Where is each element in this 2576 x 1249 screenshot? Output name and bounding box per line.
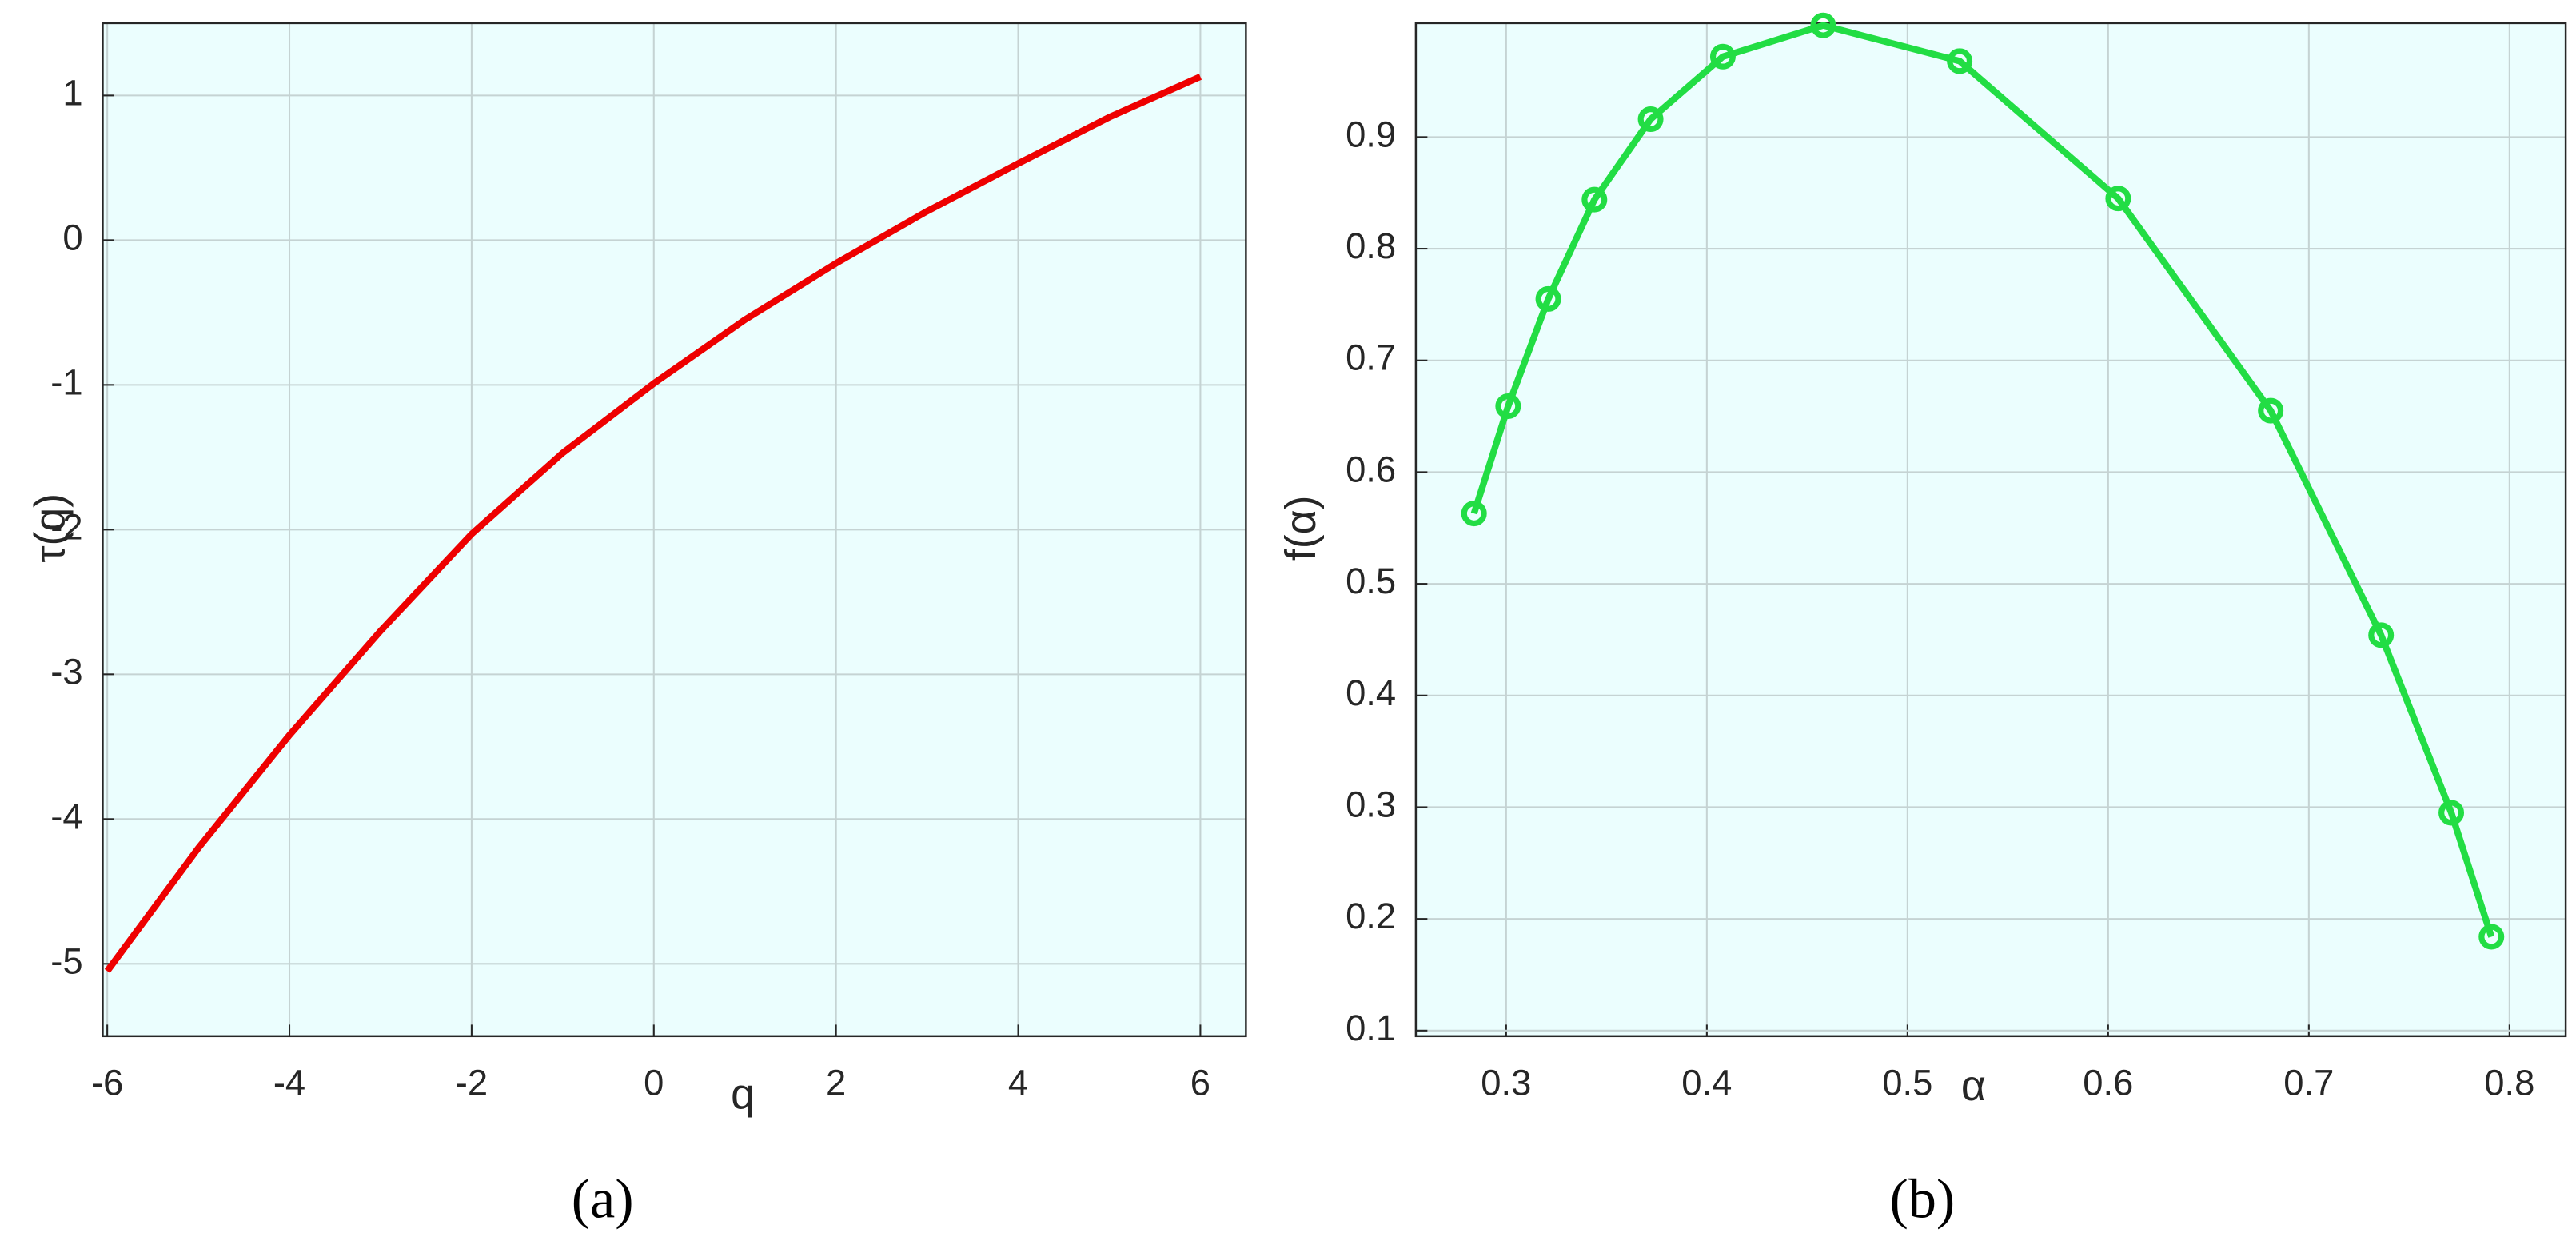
y-axis-label: τ(q) <box>26 493 74 563</box>
y-tick-label: 0.8 <box>1346 225 1396 266</box>
data-marker <box>1461 501 1487 527</box>
data-line <box>1470 22 2495 938</box>
x-tick-label: 2 <box>826 1063 846 1103</box>
plot-frame <box>1414 22 2567 1038</box>
x-tick-label: -2 <box>456 1063 488 1103</box>
y-tick-label: 0 <box>62 217 82 257</box>
y-tick-label: -1 <box>50 361 82 402</box>
y-tick-label: 0.1 <box>1346 1008 1396 1048</box>
y-tick-label: -5 <box>50 940 82 981</box>
caption: (a) <box>572 1167 634 1230</box>
x-tick-label: 4 <box>1008 1063 1028 1103</box>
y-tick-label: 0.9 <box>1346 114 1396 154</box>
y-tick-label: 0.5 <box>1346 561 1396 601</box>
x-axis-label: α <box>1961 1062 1986 1110</box>
data-marker <box>1637 106 1664 133</box>
x-tick-label: 6 <box>1190 1063 1210 1103</box>
data-marker <box>1810 12 1836 38</box>
x-tick-label: 0.6 <box>2083 1063 2133 1103</box>
y-tick-label: -4 <box>50 796 82 836</box>
data-marker <box>2105 186 2131 212</box>
plot-frame <box>102 22 1247 1038</box>
y-tick-label: 1 <box>62 72 82 113</box>
data-marker <box>1947 48 1973 74</box>
y-tick-label: 0.4 <box>1346 672 1396 713</box>
x-tick-label: -6 <box>91 1063 123 1103</box>
data-line <box>104 74 1202 973</box>
data-marker <box>1709 43 1736 70</box>
data-marker <box>2478 924 2505 950</box>
data-marker <box>1495 393 1521 419</box>
y-tick-label: 0.6 <box>1346 449 1396 489</box>
x-tick-label: 0.5 <box>1882 1063 1932 1103</box>
x-tick-label: 0 <box>644 1063 664 1103</box>
y-axis-label: f(α) <box>1277 495 1325 561</box>
caption: (b) <box>1889 1167 1955 1230</box>
y-tick-label: -3 <box>50 651 82 692</box>
data-marker <box>2258 397 2284 424</box>
x-axis-label: q <box>731 1070 755 1118</box>
x-tick-label: 0.4 <box>1681 1063 1732 1103</box>
plot-area <box>1415 22 2566 1036</box>
y-tick-label: -2 <box>50 506 82 547</box>
y-tick-label: 0.2 <box>1346 896 1396 936</box>
x-tick-label: 0.8 <box>2484 1063 2534 1103</box>
x-tick-label: 0.7 <box>2283 1063 2334 1103</box>
y-tick-label: 0.3 <box>1346 784 1396 824</box>
x-tick-label: -4 <box>273 1063 305 1103</box>
data-marker <box>2438 800 2465 826</box>
data-marker <box>1535 285 1561 312</box>
data-marker <box>2368 622 2395 648</box>
x-tick-label: 0.3 <box>1481 1063 1531 1103</box>
data-marker <box>1581 186 1608 213</box>
y-tick-label: 0.7 <box>1346 337 1396 378</box>
